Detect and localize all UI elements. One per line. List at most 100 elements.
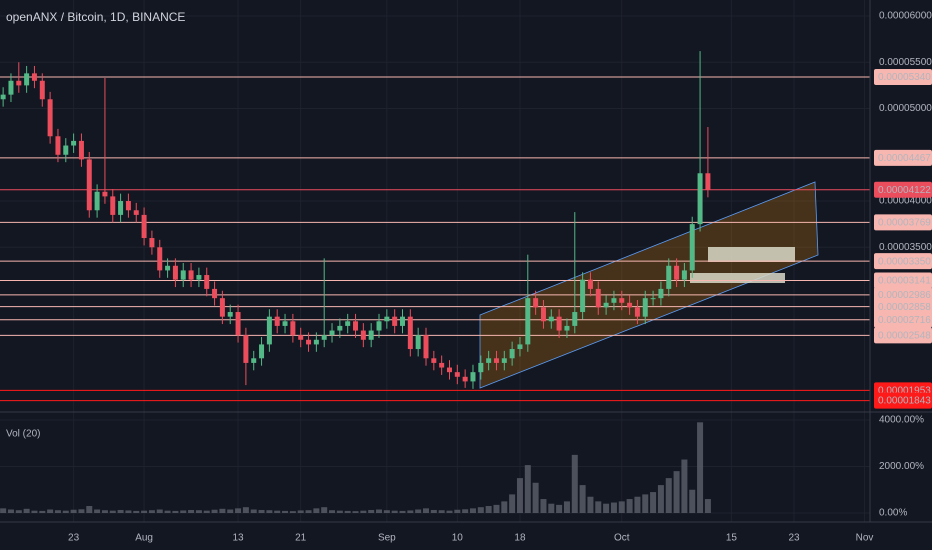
candle-body: [689, 224, 695, 271]
volume-bar: [31, 510, 38, 514]
candle-body: [493, 358, 499, 363]
volume-bar: [23, 508, 30, 514]
candle-body: [243, 335, 249, 363]
volume-bar: [321, 507, 328, 514]
level-label: 0.00005340: [878, 72, 931, 83]
candle-body: [298, 335, 304, 340]
candle-body: [133, 210, 139, 215]
volume-bar: [70, 509, 77, 514]
candle-body: [63, 145, 69, 155]
candle-body: [431, 358, 437, 363]
candle-body: [196, 275, 202, 280]
volume-bar: [172, 510, 179, 514]
level-label: 0.00002716: [878, 315, 931, 326]
volume-bar: [618, 501, 625, 514]
candle-body: [509, 349, 515, 359]
volume-bar: [78, 509, 85, 514]
candle-body: [227, 312, 233, 317]
candle-body: [486, 358, 492, 363]
level-label-box: [874, 253, 932, 270]
zone-box: [708, 247, 795, 262]
volume-bar: [524, 465, 531, 514]
volume-tick-label: 2000.00%: [879, 461, 924, 472]
volume-bar: [336, 510, 343, 514]
volume-bar: [211, 509, 218, 514]
candle-body: [368, 330, 374, 340]
volume-bar: [352, 511, 359, 514]
candle-body: [0, 94, 6, 100]
volume-bar: [579, 485, 586, 514]
candle-body: [627, 302, 633, 308]
x-tick-label: 10: [452, 533, 464, 544]
candle-body: [78, 140, 84, 160]
candle-body: [478, 362, 484, 373]
volume-bar: [360, 510, 367, 514]
candle-body: [556, 316, 562, 331]
volume-bar: [626, 499, 633, 514]
volume-bar: [650, 492, 657, 514]
volume-bar: [148, 510, 155, 514]
volume-bar: [15, 510, 22, 514]
candle-body: [595, 288, 601, 308]
candle-body: [345, 321, 351, 326]
volume-bar: [117, 509, 124, 514]
volume-title: Vol (20): [6, 429, 40, 440]
volume-bar: [133, 510, 140, 514]
marks: [0, 51, 870, 514]
volume-bar: [188, 509, 195, 514]
volume-bar: [610, 502, 617, 514]
candle-body: [642, 298, 648, 317]
volume-bar: [485, 506, 492, 514]
volume-bar: [235, 508, 242, 514]
volume-bar: [274, 510, 281, 514]
volume-bar: [493, 504, 500, 514]
candle-body: [47, 99, 53, 137]
volume-bar: [86, 506, 93, 514]
candle-body: [525, 298, 531, 345]
level-label: 0.00002548: [878, 330, 931, 341]
candle-body: [454, 372, 460, 377]
candle-body: [587, 279, 593, 289]
y-tick-label: 0.00003500: [879, 242, 932, 253]
candle-body: [165, 265, 171, 271]
candle-body: [603, 302, 609, 308]
level-label: 0.00004467: [878, 153, 931, 164]
candle-body: [71, 140, 77, 146]
volume-bar: [329, 510, 336, 514]
candle-body: [110, 196, 116, 215]
candle-body: [415, 335, 421, 350]
candle-body: [329, 330, 335, 336]
candle-body: [149, 238, 155, 248]
candle-body: [282, 321, 288, 326]
candle-body: [517, 344, 523, 350]
volume-bar: [595, 501, 602, 514]
volume-bar: [297, 510, 304, 514]
level-label: 0.00003141: [878, 276, 931, 287]
candle-body: [102, 191, 108, 197]
level-label-box: [874, 214, 932, 231]
candle-body: [360, 330, 366, 340]
volume-bar: [657, 485, 664, 514]
candle-body: [564, 325, 570, 331]
volume-bar: [203, 510, 210, 514]
candle-body: [634, 307, 640, 317]
x-tick-label: Sep: [378, 533, 396, 544]
y-tick-label: 0.00004000: [879, 196, 932, 207]
candle-body: [86, 159, 92, 211]
x-tick-label: Oct: [614, 533, 630, 544]
volume-bar: [462, 509, 469, 514]
volume-bar: [422, 508, 429, 514]
candle-body: [548, 316, 554, 322]
candle-body: [446, 367, 452, 373]
candle-body: [141, 214, 147, 239]
x-tick-label: 13: [232, 533, 244, 544]
candle-body: [259, 344, 265, 359]
volume-bar: [399, 510, 406, 514]
volume-tick-label: 4000.00%: [879, 415, 924, 426]
x-tick-label: Aug: [135, 533, 153, 544]
candle-body: [400, 316, 406, 326]
volume-bar: [101, 510, 108, 514]
volume-bar: [0, 508, 7, 514]
volume-bar: [446, 510, 453, 514]
